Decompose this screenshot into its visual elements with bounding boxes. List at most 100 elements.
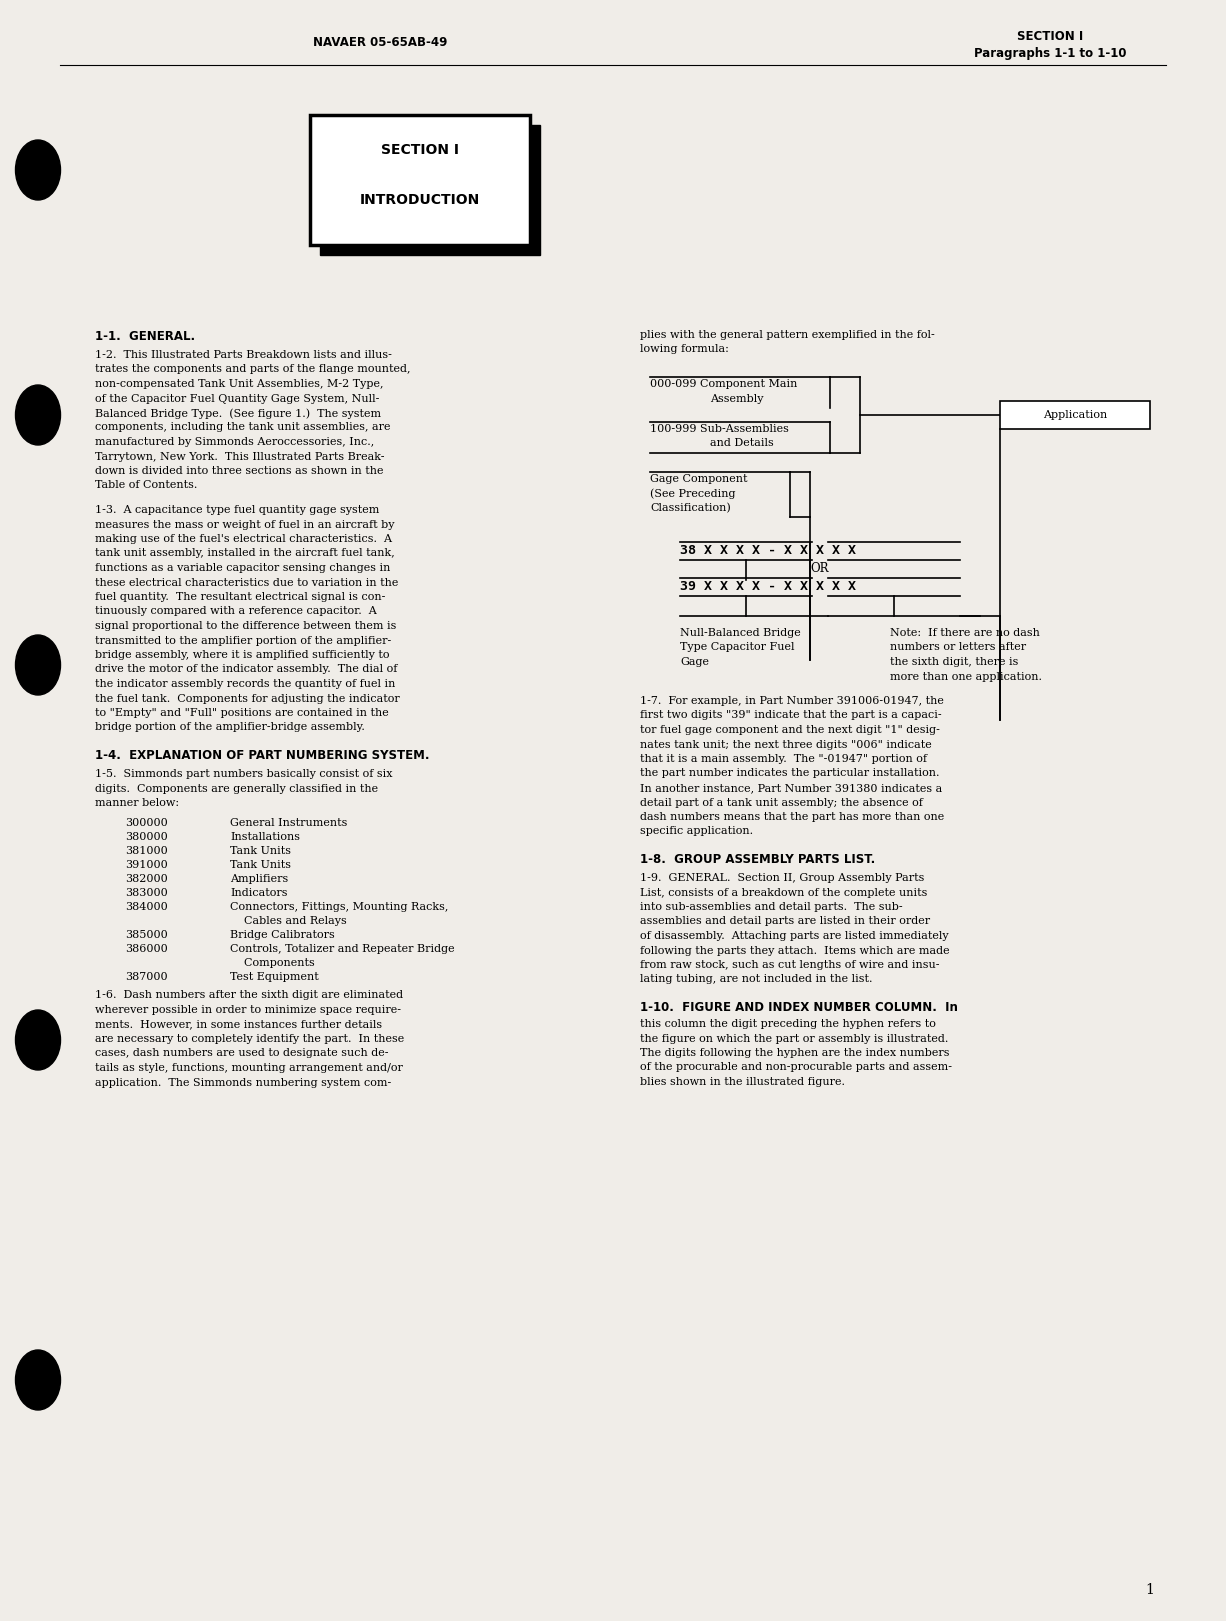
Text: more than one application.: more than one application.: [890, 671, 1042, 681]
Text: ments.  However, in some instances further details: ments. However, in some instances furthe…: [94, 1020, 383, 1029]
Text: 387000: 387000: [125, 971, 168, 981]
Text: 100-999 Sub-Assemblies: 100-999 Sub-Assemblies: [650, 425, 788, 434]
Text: 1: 1: [1145, 1584, 1155, 1597]
Text: plies with the general pattern exemplified in the fol-: plies with the general pattern exemplifi…: [640, 331, 934, 340]
Text: the part number indicates the particular installation.: the part number indicates the particular…: [640, 768, 939, 778]
Text: cases, dash numbers are used to designate such de-: cases, dash numbers are used to designat…: [94, 1049, 389, 1059]
Text: Null-Balanced Bridge: Null-Balanced Bridge: [680, 627, 801, 639]
Text: the fuel tank.  Components for adjusting the indicator: the fuel tank. Components for adjusting …: [94, 694, 400, 704]
Text: down is divided into three sections as shown in the: down is divided into three sections as s…: [94, 465, 384, 477]
Text: wherever possible in order to minimize space require-: wherever possible in order to minimize s…: [94, 1005, 401, 1015]
Text: the sixth digit, there is: the sixth digit, there is: [890, 657, 1019, 666]
Text: Test Equipment: Test Equipment: [230, 971, 319, 981]
Text: 000-099 Component Main: 000-099 Component Main: [650, 379, 797, 389]
Text: 39 X X X X - X X X X X: 39 X X X X - X X X X X: [680, 580, 856, 593]
Text: 300000: 300000: [125, 817, 168, 827]
Text: making use of the fuel's electrical characteristics.  A: making use of the fuel's electrical char…: [94, 533, 392, 545]
Text: digits.  Components are generally classified in the: digits. Components are generally classif…: [94, 783, 378, 794]
Text: Paragraphs 1-1 to 1-10: Paragraphs 1-1 to 1-10: [973, 47, 1127, 60]
Text: Indicators: Indicators: [230, 888, 288, 898]
Bar: [310, 115, 530, 245]
Text: Connectors, Fittings, Mounting Racks,: Connectors, Fittings, Mounting Racks,: [230, 901, 449, 911]
Text: SECTION I: SECTION I: [1016, 29, 1083, 42]
Text: 385000: 385000: [125, 929, 168, 940]
Text: transmitted to the amplifier portion of the amplifier-: transmitted to the amplifier portion of …: [94, 635, 391, 645]
Text: numbers or letters after: numbers or letters after: [890, 642, 1026, 653]
Text: Amplifiers: Amplifiers: [230, 874, 288, 883]
Text: 382000: 382000: [125, 874, 168, 883]
Text: Application: Application: [1043, 410, 1107, 420]
Text: application.  The Simmonds numbering system com-: application. The Simmonds numbering syst…: [94, 1078, 391, 1088]
Text: Balanced Bridge Type.  (See figure 1.)  The system: Balanced Bridge Type. (See figure 1.) Th…: [94, 408, 381, 418]
Text: 38 X X X X - X X X X X: 38 X X X X - X X X X X: [680, 545, 856, 558]
Text: non-compensated Tank Unit Assemblies, M-2 Type,: non-compensated Tank Unit Assemblies, M-…: [94, 379, 384, 389]
Text: that it is a main assembly.  The "-01947" portion of: that it is a main assembly. The "-01947"…: [640, 754, 927, 763]
Text: Table of Contents.: Table of Contents.: [94, 480, 197, 491]
Ellipse shape: [16, 386, 60, 446]
Text: are necessary to completely identify the part.  In these: are necessary to completely identify the…: [94, 1034, 405, 1044]
Text: following the parts they attach.  Items which are made: following the parts they attach. Items w…: [640, 945, 950, 955]
Text: tails as style, functions, mounting arrangement and/or: tails as style, functions, mounting arra…: [94, 1063, 403, 1073]
Text: 384000: 384000: [125, 901, 168, 911]
Text: manner below:: manner below:: [94, 798, 179, 807]
Text: 1-3.  A capacitance type fuel quantity gage system: 1-3. A capacitance type fuel quantity ga…: [94, 506, 379, 515]
Text: 386000: 386000: [125, 943, 168, 953]
Text: 1-8.  GROUP ASSEMBLY PARTS LIST.: 1-8. GROUP ASSEMBLY PARTS LIST.: [640, 853, 875, 866]
Text: 1-2.  This Illustrated Parts Breakdown lists and illus-: 1-2. This Illustrated Parts Breakdown li…: [94, 350, 392, 360]
Text: dash numbers means that the part has more than one: dash numbers means that the part has mor…: [640, 812, 944, 822]
Text: OR: OR: [810, 562, 829, 575]
Text: detail part of a tank unit assembly; the absence of: detail part of a tank unit assembly; the…: [640, 798, 923, 807]
Text: of disassembly.  Attaching parts are listed immediately: of disassembly. Attaching parts are list…: [640, 930, 949, 942]
Text: measures the mass or weight of fuel in an aircraft by: measures the mass or weight of fuel in a…: [94, 519, 395, 530]
Text: Gage Component: Gage Component: [650, 473, 748, 485]
Text: SECTION I: SECTION I: [381, 143, 459, 157]
Ellipse shape: [16, 139, 60, 199]
Text: first two digits "39" indicate that the part is a capaci-: first two digits "39" indicate that the …: [640, 710, 942, 720]
Text: In another instance, Part Number 391380 indicates a: In another instance, Part Number 391380 …: [640, 783, 943, 793]
Text: List, consists of a breakdown of the complete units: List, consists of a breakdown of the com…: [640, 888, 927, 898]
Text: manufactured by Simmonds Aeroccessories, Inc.,: manufactured by Simmonds Aeroccessories,…: [94, 438, 374, 447]
Text: 383000: 383000: [125, 888, 168, 898]
Text: 1-1.  GENERAL.: 1-1. GENERAL.: [94, 331, 195, 344]
Text: assemblies and detail parts are listed in their order: assemblies and detail parts are listed i…: [640, 916, 931, 927]
Text: Tank Units: Tank Units: [230, 846, 291, 856]
Text: to "Empty" and "Full" positions are contained in the: to "Empty" and "Full" positions are cont…: [94, 708, 389, 718]
Text: this column the digit preceding the hyphen refers to: this column the digit preceding the hyph…: [640, 1020, 935, 1029]
Text: 1-6.  Dash numbers after the sixth digit are eliminated: 1-6. Dash numbers after the sixth digit …: [94, 990, 403, 1000]
Text: Tank Units: Tank Units: [230, 859, 291, 869]
Text: lating tubing, are not included in the list.: lating tubing, are not included in the l…: [640, 974, 873, 984]
Text: Gage: Gage: [680, 657, 709, 666]
Text: 1-10.  FIGURE AND INDEX NUMBER COLUMN.  In: 1-10. FIGURE AND INDEX NUMBER COLUMN. In: [640, 1002, 958, 1015]
Text: from raw stock, such as cut lengths of wire and insu-: from raw stock, such as cut lengths of w…: [640, 960, 939, 969]
Text: into sub-assemblies and detail parts.  The sub-: into sub-assemblies and detail parts. Th…: [640, 901, 902, 913]
Text: 1-4.  EXPLANATION OF PART NUMBERING SYSTEM.: 1-4. EXPLANATION OF PART NUMBERING SYSTE…: [94, 749, 429, 762]
Text: Bridge Calibrators: Bridge Calibrators: [230, 929, 335, 940]
Text: 1-5.  Simmonds part numbers basically consist of six: 1-5. Simmonds part numbers basically con…: [94, 768, 392, 780]
Text: fuel quantity.  The resultant electrical signal is con-: fuel quantity. The resultant electrical …: [94, 592, 385, 601]
Text: Type Capacitor Fuel: Type Capacitor Fuel: [680, 642, 794, 653]
Text: (See Preceding: (See Preceding: [650, 488, 736, 499]
Text: tank unit assembly, installed in the aircraft fuel tank,: tank unit assembly, installed in the air…: [94, 548, 395, 559]
Text: specific application.: specific application.: [640, 827, 753, 836]
Bar: [1000, 400, 1150, 428]
Text: The digits following the hyphen are the index numbers: The digits following the hyphen are the …: [640, 1049, 949, 1059]
Ellipse shape: [16, 635, 60, 695]
Text: 380000: 380000: [125, 832, 168, 841]
Text: Classification): Classification): [650, 503, 731, 514]
Text: Components: Components: [230, 958, 315, 968]
Text: tor fuel gage component and the next digit "1" desig-: tor fuel gage component and the next dig…: [640, 725, 940, 734]
Text: and Details: and Details: [710, 439, 774, 449]
Text: lowing formula:: lowing formula:: [640, 345, 729, 355]
Text: 1-7.  For example, in Part Number 391006-01947, the: 1-7. For example, in Part Number 391006-…: [640, 695, 944, 707]
Text: tinuously compared with a reference capacitor.  A: tinuously compared with a reference capa…: [94, 606, 376, 616]
Text: these electrical characteristics due to variation in the: these electrical characteristics due to …: [94, 577, 398, 587]
Text: Assembly: Assembly: [710, 394, 764, 404]
Text: drive the motor of the indicator assembly.  The dial of: drive the motor of the indicator assembl…: [94, 665, 397, 674]
Text: General Instruments: General Instruments: [230, 817, 347, 827]
Text: Controls, Totalizer and Repeater Bridge: Controls, Totalizer and Repeater Bridge: [230, 943, 455, 953]
Text: of the Capacitor Fuel Quantity Gage System, Null-: of the Capacitor Fuel Quantity Gage Syst…: [94, 394, 379, 404]
Ellipse shape: [16, 1350, 60, 1410]
Bar: [320, 125, 539, 254]
Text: bridge portion of the amplifier-bridge assembly.: bridge portion of the amplifier-bridge a…: [94, 723, 365, 733]
Text: blies shown in the illustrated figure.: blies shown in the illustrated figure.: [640, 1076, 845, 1088]
